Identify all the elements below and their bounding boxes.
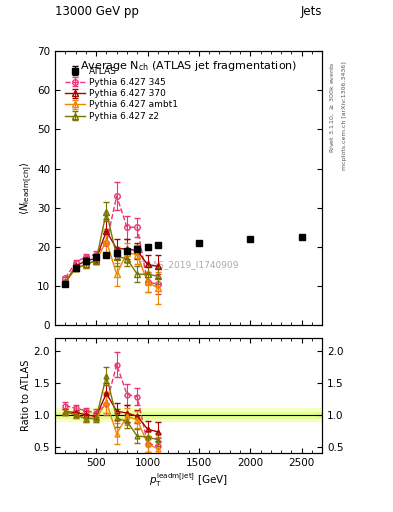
Text: Rivet 3.1.10, $\geq$ 300k events: Rivet 3.1.10, $\geq$ 300k events (328, 61, 336, 153)
Text: ATLAS_2019_I1740909: ATLAS_2019_I1740909 (138, 261, 240, 269)
Text: Jets: Jets (301, 5, 322, 18)
Text: Average N$_{\mathrm{ch}}$ (ATLAS jet fragmentation): Average N$_{\mathrm{ch}}$ (ATLAS jet fra… (80, 59, 298, 73)
Y-axis label: $\langle N_{\mathrm{leadm[ch]}} \rangle$: $\langle N_{\mathrm{leadm[ch]}} \rangle$ (18, 161, 34, 215)
Text: 13000 GeV pp: 13000 GeV pp (55, 5, 139, 18)
X-axis label: $p_{\mathrm{T}}^{\mathrm{leadm[jet]}}$ [GeV]: $p_{\mathrm{T}}^{\mathrm{leadm[jet]}}$ [… (149, 471, 228, 488)
Legend: ATLAS, Pythia 6.427 345, Pythia 6.427 370, Pythia 6.427 ambt1, Pythia 6.427 z2: ATLAS, Pythia 6.427 345, Pythia 6.427 37… (61, 63, 182, 124)
Bar (55, 409, 322, 421)
Bar (55, 412, 322, 418)
Text: mcplots.cern.ch [arXiv:1306.3436]: mcplots.cern.ch [arXiv:1306.3436] (342, 61, 347, 170)
Y-axis label: Ratio to ATLAS: Ratio to ATLAS (21, 360, 31, 431)
